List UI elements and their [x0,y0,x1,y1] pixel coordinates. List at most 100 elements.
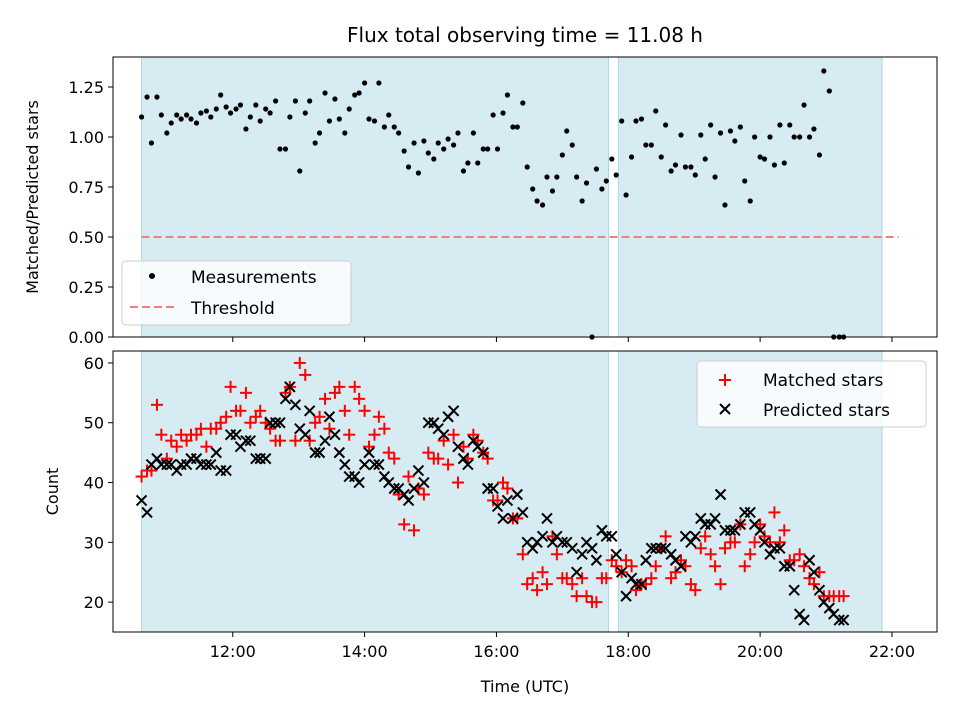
matched-point [338,404,351,417]
measurement-point [826,88,832,94]
measurement-point [520,100,526,106]
matched-point [550,548,563,561]
matched-point [744,548,757,561]
predicted-point [709,512,721,525]
measurement-point [653,108,659,114]
measurement-point [816,152,823,158]
y-tick-label: 20 [84,593,104,612]
measurement-point [712,174,718,180]
measurement-point [445,136,451,142]
matched-point [244,416,257,429]
matched-point [704,548,717,561]
matched-point [348,380,361,393]
predicted-point [784,560,796,572]
matched-point [378,422,391,435]
matched-point [319,392,332,405]
matched-point [234,404,247,417]
predicted-point [546,536,559,549]
matched-point [629,584,642,597]
predicted-point [284,381,296,393]
measurement-point [470,130,476,136]
measurement-point [767,134,773,140]
measurement-point [168,120,174,126]
measurement-point [539,202,546,208]
matched-point [793,548,806,561]
matched-point [323,422,336,435]
matched-point [590,596,603,609]
measurement-point [342,130,348,136]
measurement-point [297,168,303,174]
predicted-point [813,584,826,596]
predicted-point [798,614,810,626]
predicted-point [758,536,771,549]
measurement-point [475,160,481,166]
measurement-point [332,96,338,102]
measurement-point [663,122,669,128]
measurement-point [381,124,387,130]
matched-point [447,428,460,441]
measurement-point [158,112,164,118]
measurement-point [514,124,520,130]
predicted-point [774,542,786,555]
predicted-point [714,488,727,501]
matched-point [254,404,267,417]
predicted-point [536,530,549,543]
predicted-point [695,512,707,525]
predicted-point [808,566,820,578]
matched-point [333,380,346,393]
measurement-point [698,132,704,138]
matched-point [754,518,767,531]
y-tick-label: 0.25 [68,278,104,297]
measurement-point [465,160,471,166]
matched-point [392,488,405,501]
measurement-point [247,114,253,120]
measurement-point [777,122,783,128]
measurement-point [371,118,378,124]
measurement-point [366,116,372,122]
measurement-points [138,68,847,340]
measurement-point [184,112,190,118]
y-tick-label: 40 [84,474,104,493]
measurement-point [593,166,600,172]
matched-point [536,566,549,579]
measurement-point [574,174,580,180]
matched-point [457,440,470,453]
y-tick-label: 30 [84,533,104,552]
predicted-point [388,482,400,495]
matched-point [778,524,791,537]
matched-point [540,578,553,591]
predicted-point [358,458,371,471]
measurement-point [490,112,496,118]
measurement-point [193,120,200,126]
y-tick-label: 0.00 [68,328,104,347]
matched-point [659,530,672,543]
predicted-point [497,512,509,525]
predicted-point [289,399,302,411]
x-tick-label: 16:00 [473,642,519,661]
measurement-point [510,124,516,130]
measurement-point [450,142,457,148]
measurement-point [544,174,550,180]
predicted-point [491,500,504,513]
x-tick-label: 20:00 [737,642,783,661]
measurement-point [307,98,313,104]
measurement-point [203,108,209,114]
measurement-point [638,116,645,122]
matched-point [432,452,445,465]
predicted-point [220,464,232,477]
measurement-point [797,134,803,140]
predicted-point [180,458,193,471]
x-axis-label: Time (UTC) [480,677,569,696]
measurement-point [391,124,397,130]
measurement-point [138,114,145,120]
predicted-point [570,566,583,578]
predicted-point [689,530,702,543]
predicted-point [803,554,816,566]
predicted-point [556,536,569,549]
measurement-point [441,146,447,152]
matched-point [649,560,662,573]
measurement-point [668,168,674,174]
predicted-point [511,488,524,501]
measurement-point [727,128,734,134]
